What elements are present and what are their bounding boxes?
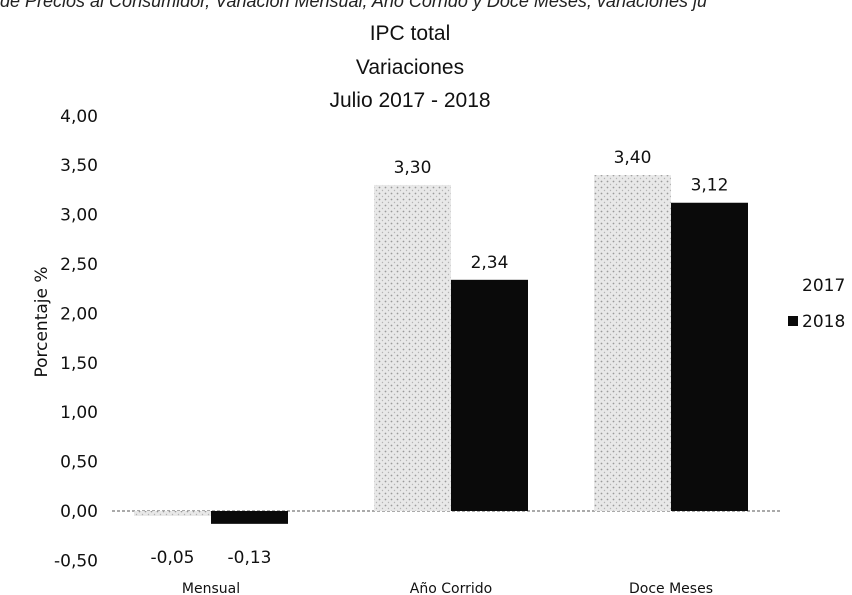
header-snippet: de Precios al Consumidor, Variación Mens… xyxy=(0,0,707,11)
x-category-label: Doce Meses xyxy=(629,581,713,595)
y-tick-label: 4,00 xyxy=(60,107,98,127)
x-category-label: Año Corrido xyxy=(410,581,492,595)
data-label: 3,30 xyxy=(394,158,432,178)
y-tick-label: 1,00 xyxy=(60,403,98,423)
chart-subtitle: Variaciones xyxy=(355,56,465,79)
bar-2017-0 xyxy=(134,511,211,516)
y-tick-label: 3,50 xyxy=(60,156,98,176)
data-label: 3,12 xyxy=(691,176,729,196)
data-label: -0,13 xyxy=(228,548,272,568)
y-axis: 4,00 3,50 3,00 2,50 2,00 1,50 1,00 0,50 0,00 -0,5… xyxy=(54,107,780,571)
bar-2018-0 xyxy=(211,511,288,524)
bar-2017-1 xyxy=(374,184,451,511)
y-axis-label: Porcentaje % xyxy=(32,266,52,377)
bar-2018-2 xyxy=(671,202,748,511)
data-labels: -0,05 -0,13 3,30 2,34 3,40 3,12 xyxy=(151,148,729,568)
y-tick-label: 0,50 xyxy=(60,453,98,473)
y-tick-label: 0,00 xyxy=(60,502,98,522)
y-tick-label: 1,50 xyxy=(60,354,98,374)
bars xyxy=(134,175,748,524)
data-label: 3,40 xyxy=(614,148,652,168)
x-axis-categories: Mensual Año Corrido Doce Meses xyxy=(182,581,713,595)
legend-label-2018: 2018 xyxy=(802,312,846,332)
legend-label-2017: 2017 xyxy=(802,276,846,296)
y-tick-label: 2,00 xyxy=(60,304,98,324)
legend-swatch-2018 xyxy=(788,316,798,326)
data-label: -0,05 xyxy=(151,548,195,568)
legend-item-2018: 2018 xyxy=(788,312,845,332)
bar-2018-1 xyxy=(451,279,528,511)
data-label: 2,34 xyxy=(471,253,509,273)
y-tick-label: -0,50 xyxy=(54,551,98,571)
chart-title: IPC total xyxy=(369,22,451,45)
legend-swatch-2017 xyxy=(788,280,798,290)
y-tick-label: 2,50 xyxy=(60,255,98,275)
bar-2017-2 xyxy=(594,175,671,511)
chart-date-range: Julio 2017 - 2018 xyxy=(329,89,491,112)
x-category-label: Mensual xyxy=(182,581,240,595)
y-tick-label: 3,00 xyxy=(60,206,98,226)
legend-item-2017: 2017 xyxy=(788,276,845,296)
